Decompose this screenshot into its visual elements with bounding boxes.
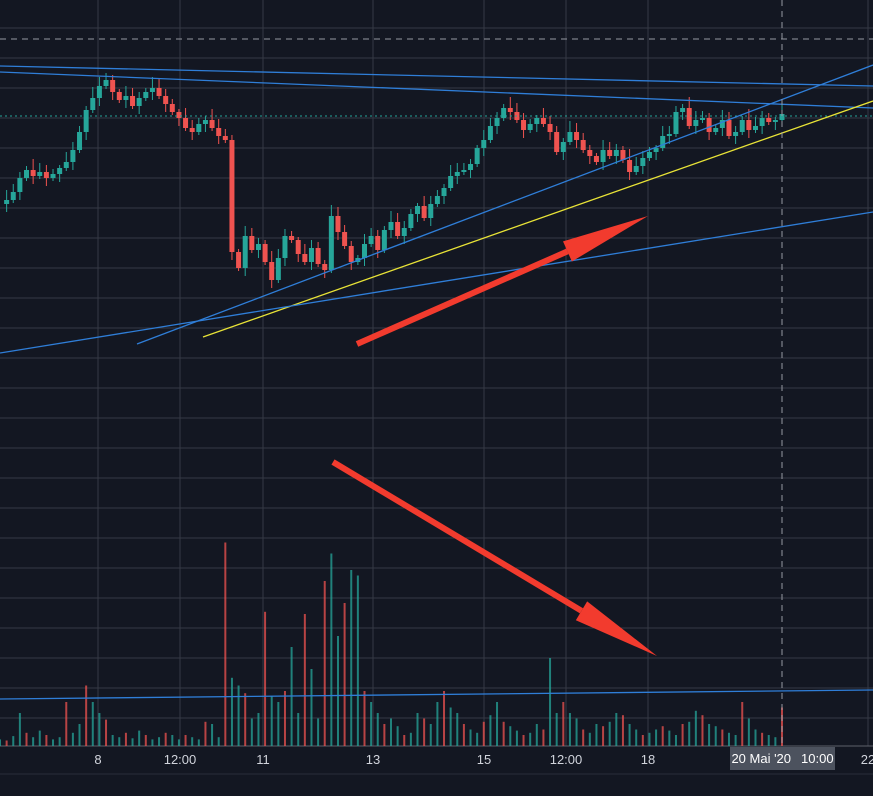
x-tick-label: 12:00 — [549, 752, 583, 767]
crosshair — [0, 0, 873, 746]
blue-trendline[interactable] — [0, 65, 873, 87]
x-tick-label: 13 — [365, 752, 381, 767]
x-tick-label: 22 — [860, 752, 873, 767]
volume-bars — [0, 542, 783, 746]
chart-grid — [0, 0, 873, 747]
arrow-up-icon[interactable] — [563, 216, 648, 262]
x-tick-label: 15 — [476, 752, 492, 767]
blue-trendline[interactable] — [0, 71, 873, 109]
blue-trendline[interactable] — [0, 211, 873, 354]
x-tick-label: 12:00 — [163, 752, 197, 767]
trendlines[interactable] — [0, 64, 873, 700]
x-tick-label: 18 — [640, 752, 656, 767]
yellow-trendline[interactable] — [202, 100, 873, 338]
annotation-arrows[interactable] — [331, 216, 657, 656]
x-tick-label: 8 — [94, 752, 102, 767]
crosshair-date: 20 Mai '20 — [731, 751, 792, 766]
crosshair-time-label: 20 Mai '20 10:00 — [730, 747, 835, 770]
crosshair-time: 10:00 — [801, 751, 834, 766]
arrow-down-icon[interactable] — [575, 601, 657, 656]
candlesticks — [4, 73, 785, 288]
blue-trendline[interactable] — [0, 689, 873, 700]
x-tick-label: 11 — [256, 752, 270, 767]
blue-trendline[interactable] — [136, 64, 873, 345]
